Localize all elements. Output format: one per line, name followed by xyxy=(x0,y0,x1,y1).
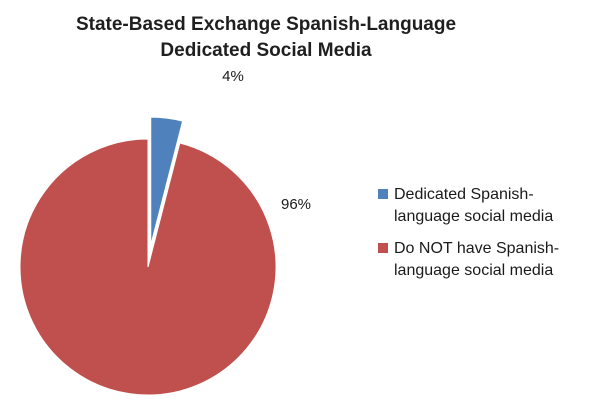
pie-slices xyxy=(19,116,277,396)
legend-label-1-line-2: language social media xyxy=(394,208,553,225)
legend-label-2-line-2: language social media xyxy=(394,262,553,279)
pie-slice-1 xyxy=(150,116,184,246)
data-label-2: 96% xyxy=(281,196,311,213)
legend-swatch-2 xyxy=(378,243,388,253)
chart-title-line-1: State-Based Exchange Spanish-Language xyxy=(76,14,456,35)
chart-title-line-2: Dedicated Social Media xyxy=(160,40,372,61)
legend: Dedicated Spanish-language social media D… xyxy=(378,186,559,279)
data-labels: 4% 96% xyxy=(222,68,311,213)
pie-slice-2 xyxy=(19,138,277,396)
legend-label-1-line-1: Dedicated Spanish- xyxy=(394,186,534,203)
legend-label-2-line-1: Do NOT have Spanish- xyxy=(394,240,559,257)
data-label-1: 4% xyxy=(222,68,244,85)
legend-swatch-1 xyxy=(378,189,388,199)
